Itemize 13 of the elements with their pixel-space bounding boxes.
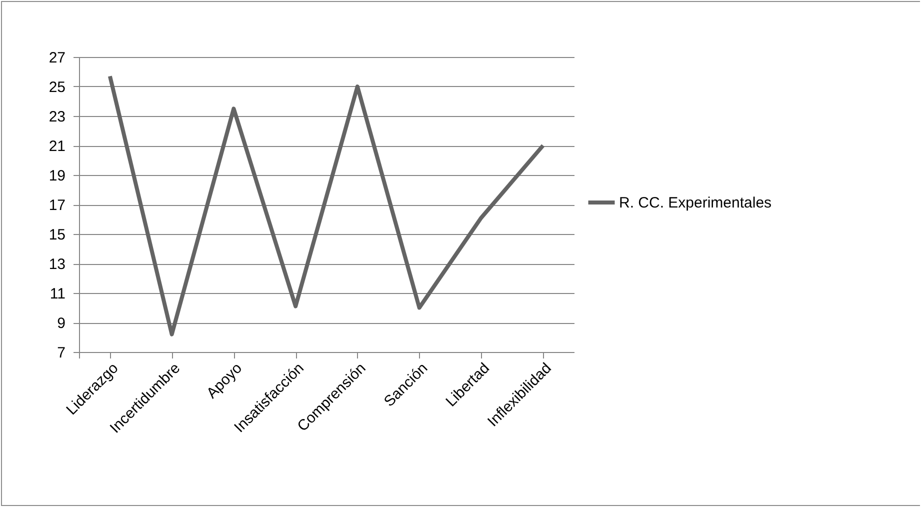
y-tick-label: 25: [48, 79, 66, 96]
y-tick-label: 13: [48, 256, 66, 273]
y-tick-label: 19: [48, 168, 66, 184]
y-tick-label: 17: [48, 197, 66, 214]
y-tick-label: 21: [48, 138, 66, 155]
y-tick-label: 15: [48, 226, 66, 244]
y-tick-label: 27: [48, 50, 66, 66]
y-tick-label: 9: [57, 315, 66, 332]
line-series: [108, 74, 546, 336]
y-tick-label: 11: [50, 286, 66, 302]
y-tick-label: 7: [57, 344, 66, 362]
y-tick-label: 23: [48, 108, 66, 126]
legend-label: R. CC. Experimentales: [619, 194, 772, 212]
